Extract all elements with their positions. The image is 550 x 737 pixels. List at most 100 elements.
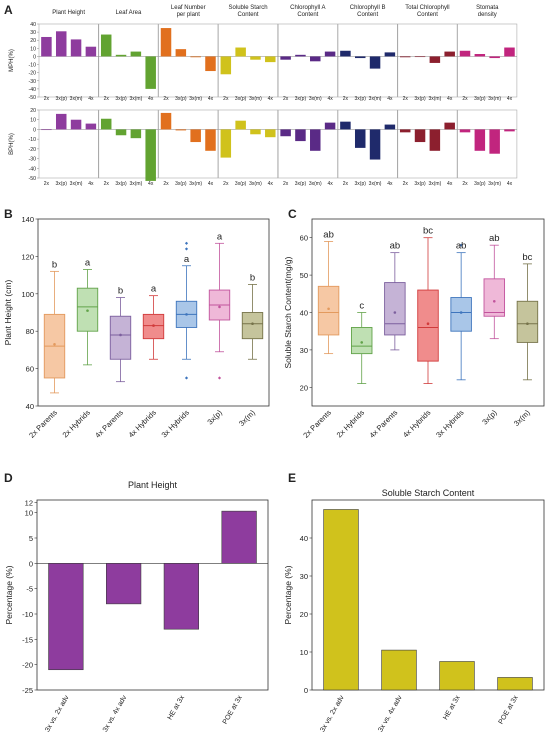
panel-a-mph-ytick: 10 <box>30 46 36 52</box>
panel-a-bar-stomata-density-4x <box>504 129 515 132</box>
panel-a-bar-leaf-area-4x <box>145 56 156 89</box>
panel-b-xtick-label-4x-parents: 4x Parents <box>93 408 125 440</box>
panel-a-series-title-soluble-starch-content: Soluble Starch Content <box>229 5 268 18</box>
panel-b-ylabel: Plant Height (cm) <box>3 280 13 346</box>
panel-a-xtick-label: 3x(p) <box>295 96 307 102</box>
panel-c-box-2x-parents <box>317 285 340 336</box>
panel-a-bar-plant-height-3x-m <box>70 39 82 57</box>
panel-a-xtick-label: 4x <box>268 181 274 187</box>
panel-a-ylabel-bph: BPH(%) <box>9 133 15 155</box>
panel-a-xtick-label: 3x(p) <box>56 96 68 102</box>
panel-a-series-title-leaf-number-per-plant: Leaf Number per plant <box>171 5 206 18</box>
panel-b-letter-2x-hybrids: a <box>85 257 91 268</box>
panel-a-mph-ytick: 40 <box>30 22 36 28</box>
panel-a-bar-stomata-density-4x <box>504 47 515 57</box>
panel-a-bar-leaf-number-per-plant-3x-p <box>175 129 187 131</box>
panel-d-xtick-label-poe-at-3x: POE at 3x <box>222 694 244 726</box>
panel-b-letter-3x-hybrids: a <box>184 254 190 265</box>
panel-e-ytick: 10 <box>300 648 308 657</box>
panel-a-series-title-leaf-area: Leaf Area <box>116 10 142 16</box>
panel-a-xtick-label: 2x <box>163 96 169 102</box>
panel-c-box-3x-hybrids <box>450 297 472 332</box>
panel-d-bar-3x-vs-2x-adv <box>48 563 84 671</box>
panel-a-xtick-label: 3x(m) <box>428 181 441 187</box>
panel-a-subplot-frame-chlorophyll-a-content <box>277 23 338 98</box>
panel-c-letter-2x-parents: ab <box>323 229 334 240</box>
panel-a-bar-chlorophyll-b-content-4x <box>384 52 396 57</box>
panel-a-bar-leaf-area-3x-p <box>115 129 127 136</box>
panel-a-xtick-label: 2x <box>104 96 110 102</box>
panel-c-box-2x-hybrids <box>350 327 373 355</box>
panel-a-bar-plant-height-2x <box>41 129 52 131</box>
panel-a-xtick-label: 4x <box>208 96 214 102</box>
panel-a-bph-ytick: -20 <box>29 147 37 153</box>
panel-b-ytick: 140 <box>21 215 34 224</box>
panel-a-xtick-label: 2x <box>403 181 409 187</box>
panel-b-ytick: 80 <box>26 327 34 336</box>
panel-a-xtick-label: 3x(m) <box>369 96 382 102</box>
panel-d-xtick-label-he-at-3x: HE at 3x <box>167 694 187 721</box>
panel-a-bar-total-chlorophyll-content-2x <box>399 56 411 58</box>
panel-a-bar-leaf-number-per-plant-3x-m <box>190 129 201 143</box>
panel-b-ytick: 100 <box>21 290 34 299</box>
panel-a-xtick-label: 4x <box>327 181 333 187</box>
panel-d-ytick: -20 <box>22 661 33 670</box>
panel-a-xtick-label: 2x <box>223 96 229 102</box>
panel-a-bar-leaf-number-per-plant-3x-p <box>175 49 187 57</box>
panel-a-xtick-label: 3x(m) <box>70 181 83 187</box>
panel-a-bph-ytick: 0 <box>33 127 36 133</box>
panel-b-outlier-3x-hybrids <box>184 376 189 380</box>
panel-a-xtick-label: 2x <box>44 96 50 102</box>
panel-d-xtick-label-3x-vs-2x-adv: 3x vs. 2x adv <box>44 694 71 733</box>
panel-c-box-4x-parents <box>384 282 406 336</box>
panel-c-xtick-label-4x-hybrids: 4x Hybrids <box>401 408 433 440</box>
panel-b-outlier-3x-hybrids <box>184 247 189 251</box>
panel-label-a: A <box>4 3 13 17</box>
panel-a-bar-plant-height-3x-p <box>55 31 67 57</box>
panel-a-xtick-label: 2x <box>343 96 349 102</box>
panel-c-box-3x-p <box>483 278 506 317</box>
panel-a-subplot-frame-leaf-number-per-plant <box>158 109 219 179</box>
panel-b-plot-frame <box>37 218 270 407</box>
panel-a-xtick-label: 3x(m) <box>249 96 262 102</box>
panel-a-xtick-label: 2x <box>462 181 468 187</box>
panel-b-mean-marker-2x-parents <box>53 342 56 346</box>
panel-a-xtick-label: 3x(m) <box>189 181 202 187</box>
panel-a-bar-plant-height-2x <box>41 36 52 57</box>
panel-a-bar-leaf-number-per-plant-3x-m <box>190 56 201 58</box>
panel-d-ylabel: Percentage (%) <box>4 565 14 624</box>
panel-e-ytick: 30 <box>300 572 308 581</box>
panel-d-ytick: 5 <box>29 534 33 543</box>
panel-a-xtick-label: 3x(m) <box>428 96 441 102</box>
panel-a-subplot-frame-soluble-starch-content <box>218 109 278 179</box>
panel-a-xtick-label: 4x <box>88 181 94 187</box>
panel-a-bph-ytick: 20 <box>30 108 36 114</box>
panel-a-bar-stomata-density-2x <box>459 129 471 133</box>
panel-a-subplot-frame-leaf-area <box>98 23 159 98</box>
panel-a-xtick-label: 4x <box>208 181 214 187</box>
panel-a-xtick-label: 4x <box>447 181 453 187</box>
panel-a-bar-chlorophyll-b-content-3x-p <box>354 129 366 148</box>
panel-c-starch-boxplot: Soluble Starch Content(mg/g) 60 50 40 30 20 ab… <box>283 218 545 440</box>
panel-e-ytick: 0 <box>304 686 308 695</box>
panel-a-bph-ytick: -50 <box>29 176 37 182</box>
panel-a-bar-plant-height-4x <box>85 123 97 130</box>
panel-a-bar-chlorophyll-a-content-3x-m <box>310 129 321 151</box>
panel-a-mph-ytick: -50 <box>29 95 37 101</box>
panel-a-bar-stomata-density-3x-m <box>489 129 500 154</box>
panel-a-xtick-label: 2x <box>403 96 409 102</box>
panel-a-xtick-label: 3x(m) <box>488 96 501 102</box>
panel-a-subplot-frame-chlorophyll-a-content <box>277 109 338 179</box>
panel-a-bar-chlorophyll-a-content-2x <box>280 129 291 137</box>
panel-a-xtick-label: 3x(p) <box>175 181 187 187</box>
panel-a-bar-leaf-number-per-plant-2x <box>160 28 172 57</box>
panel-a-xtick-label: 3x(m) <box>369 181 382 187</box>
panel-a-subplot-frame-chlorophyll-b-content <box>337 109 398 179</box>
panel-a-bar-total-chlorophyll-content-4x <box>444 122 455 130</box>
panel-a-xtick-label: 3x(p) <box>414 181 426 187</box>
panel-label-b: B <box>4 207 13 221</box>
panel-e-bar-poe-at-3x <box>497 677 533 691</box>
panel-b-xtick-label-4x-hybrids: 4x Hybrids <box>126 408 158 440</box>
panel-c-xtick-label-3x-p: 3x(p) <box>480 408 499 427</box>
panel-b-xtick-label-2x-hybrids: 2x Hybrids <box>60 408 92 440</box>
